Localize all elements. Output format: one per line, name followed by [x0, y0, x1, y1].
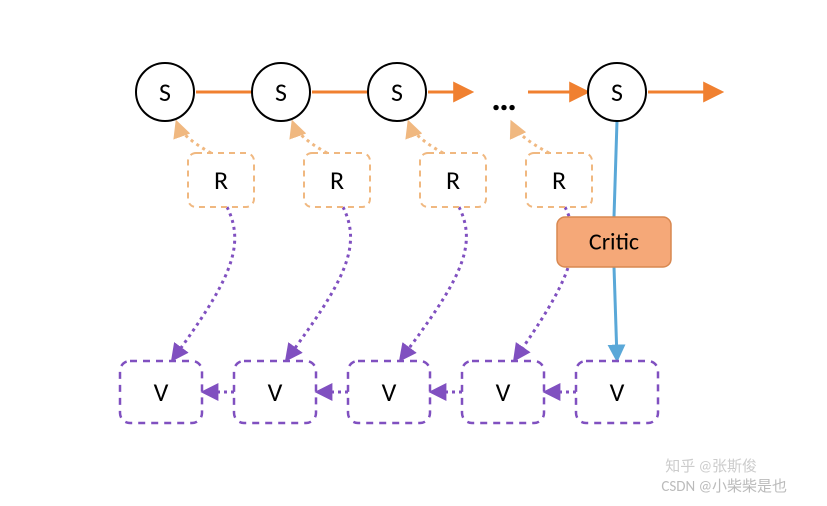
ellipsis-icon: …: [491, 76, 517, 120]
state-to-critic-edge: [614, 121, 617, 217]
critic-node-label: Critic: [589, 228, 639, 257]
value-node-label: V: [610, 376, 625, 408]
reward-node-label: R: [552, 164, 566, 196]
state-node-label: S: [159, 76, 171, 108]
reward-to-state-arrow: [512, 123, 549, 153]
state-node-label: S: [275, 76, 287, 108]
reward-to-value-arrow: [401, 207, 466, 359]
value-node-label: V: [496, 376, 511, 408]
state-node-label: S: [611, 76, 623, 108]
value-node-label: V: [382, 376, 397, 408]
reward-to-state-arrow: [177, 123, 211, 153]
reward-node-label: R: [214, 164, 228, 196]
reward-to-state-arrow: [293, 123, 327, 153]
value-node-label: V: [154, 376, 169, 408]
diagram-canvas: S S S S … R R R R Critic V V V V V: [0, 0, 827, 506]
reward-node-label: R: [330, 164, 344, 196]
value-node-label: V: [268, 376, 283, 408]
reward-to-value-arrow: [173, 207, 235, 359]
state-node-label: S: [391, 76, 403, 108]
reward-node-label: R: [446, 164, 460, 196]
reward-to-value-arrow: [287, 207, 351, 359]
reward-to-state-arrow: [409, 123, 443, 153]
critic-to-value-edge: [614, 267, 617, 359]
